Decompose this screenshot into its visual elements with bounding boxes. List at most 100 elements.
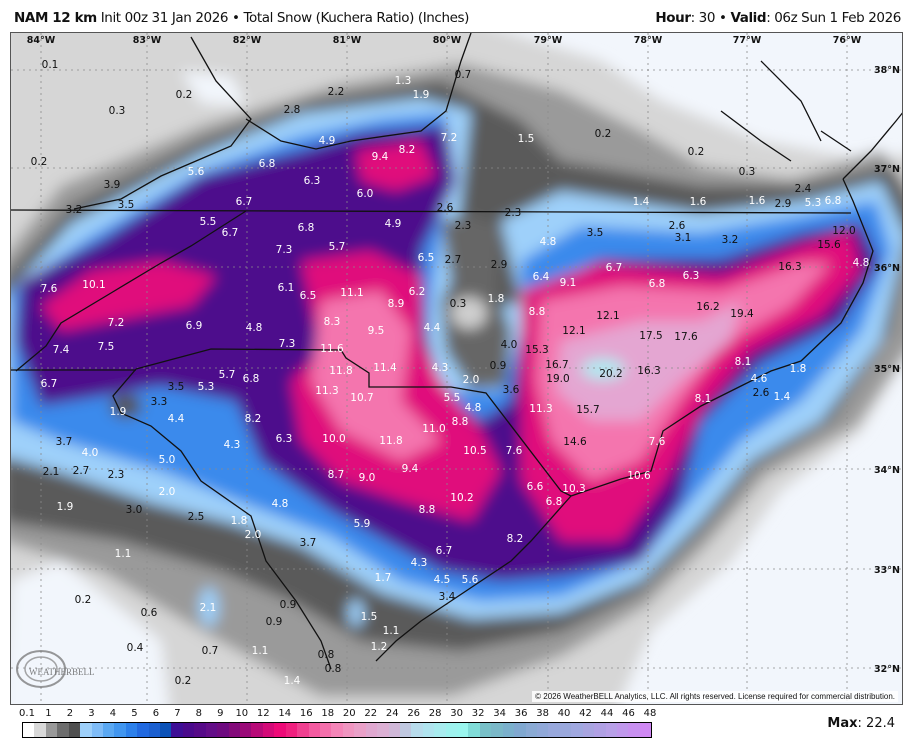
snow-value-label: 0.3 [109, 105, 126, 117]
snow-value-label: 10.6 [627, 470, 651, 482]
snow-value-label: 6.7 [236, 196, 253, 208]
shade-gray-spot [110, 394, 142, 418]
snow-value-label: 1.8 [790, 363, 807, 375]
snow-value-label: 6.2 [409, 286, 426, 298]
colorbar-swatch [23, 723, 35, 737]
snow-value-label: 1.7 [375, 572, 392, 584]
snow-value-label: 1.1 [252, 645, 269, 657]
snow-value-label: 8.1 [695, 393, 712, 405]
snow-value-label: 4.0 [501, 339, 518, 351]
snow-value-label: 7.2 [441, 132, 458, 144]
snow-value-label: 6.0 [357, 188, 374, 200]
state-borders [11, 33, 902, 670]
snow-value-label: 0.2 [176, 89, 193, 101]
snow-value-label: 6.3 [683, 270, 700, 282]
snow-value-label: 3.5 [118, 199, 135, 211]
snow-value-label: 9.5 [368, 325, 385, 337]
snow-value-label: 2.7 [445, 254, 462, 266]
colorbar-swatch [194, 723, 206, 737]
snow-value-label: 0.9 [490, 360, 507, 372]
snow-value-label: 0.2 [75, 594, 92, 606]
colorbar-swatch [297, 723, 309, 737]
snow-value-label: 7.2 [108, 317, 125, 329]
snow-value-label: 8.1 [735, 356, 752, 368]
colorbar-swatch [251, 723, 263, 737]
snow-value-label: 2.6 [669, 220, 686, 232]
map-title: NAM 12 km Init 00z 31 Jan 2026 • Total S… [14, 10, 469, 26]
snow-value-label: 5.7 [219, 369, 236, 381]
snow-value-label: 12.1 [562, 325, 585, 337]
snow-value-label: 2.1 [200, 602, 217, 614]
snow-value-label: 0.2 [175, 675, 192, 687]
colorbar-swatch [502, 723, 515, 737]
max-number: : 22.4 [857, 716, 895, 731]
shade-magenta [41, 141, 861, 541]
snow-value-label: 1.4 [284, 675, 301, 687]
colorbar-swatch [171, 723, 183, 737]
snow-value-label: 5.6 [188, 166, 205, 178]
colorbar-tick: 10 [235, 708, 249, 719]
snow-value-label: 20.2 [599, 368, 622, 380]
snow-value-label: 4.5 [434, 574, 451, 586]
snow-value-label: 2.9 [775, 198, 792, 210]
snow-value-label: 4.0 [82, 447, 99, 459]
snow-value-label: 8.2 [507, 533, 524, 545]
snow-value-label: 1.9 [57, 501, 74, 513]
snow-value-label: 0.9 [280, 599, 297, 611]
snow-value-label: 0.6 [141, 607, 158, 619]
snow-value-label: 7.6 [41, 283, 58, 295]
colorbar-swatch [536, 723, 549, 737]
colorbar-swatch [285, 723, 298, 737]
colorbar-swatch [491, 723, 503, 737]
snow-value-label: 7.4 [53, 344, 70, 356]
colorbar-swatch [365, 723, 378, 737]
snow-value-label: 11.8 [329, 365, 352, 377]
snow-value-label: 11.4 [373, 362, 397, 374]
snow-value-label: 4.8 [540, 236, 557, 248]
colorbar-swatch [45, 723, 58, 737]
snow-value-label: 0.4 [127, 642, 144, 654]
shade-light-hole [451, 297, 487, 329]
snow-value-label: 4.3 [432, 362, 449, 374]
snow-value-label: 1.4 [633, 196, 650, 208]
snow-value-label: 9.4 [372, 151, 389, 163]
latitude-label: 32°N [874, 664, 900, 675]
snow-value-label: 10.7 [350, 392, 373, 404]
snow-value-label: 6.3 [276, 433, 293, 445]
shade-blue-spot [199, 587, 219, 627]
snow-value-label: 15.7 [576, 404, 599, 416]
colorbar-swatch [148, 723, 161, 737]
snow-value-label: 6.7 [436, 545, 453, 557]
snow-value-label: 6.7 [606, 262, 623, 274]
snow-value-label: 8.8 [419, 504, 436, 516]
snow-value-labels: 0.10.20.30.21.31.90.72.22.84.9 7.29.48.26… [31, 59, 870, 687]
init-time: Init 00z 31 Jan 2026 [100, 10, 229, 26]
colorbar-tick: 28 [428, 708, 442, 719]
snow-value-label: 8.3 [324, 316, 341, 328]
colorbar-tick: 44 [600, 708, 614, 719]
snow-value-label: 3.9 [104, 179, 121, 191]
snow-value-label: 6.8 [259, 158, 276, 170]
snow-value-label: 15.3 [525, 344, 548, 356]
colorbar-tick: 36 [514, 708, 528, 719]
snow-value-label: 10.3 [562, 483, 585, 495]
snow-value-label: 5.3 [805, 197, 822, 209]
colorbar-tick: 8 [195, 708, 203, 719]
snow-value-label: 16.3 [778, 261, 801, 273]
snow-value-label: 0.8 [325, 663, 342, 675]
snow-value-label: 1.1 [383, 625, 400, 637]
snow-value-label: 1.8 [488, 293, 505, 305]
product-name: Total Snow (Kuchera Ratio) (Inches) [243, 10, 470, 26]
colorbar-tick: 34 [493, 708, 506, 719]
colorbar-swatch [445, 723, 458, 737]
colorbar-swatch [102, 723, 115, 737]
snow-value-label: 3.5 [587, 227, 604, 239]
snow-value-label: 6.9 [186, 320, 203, 332]
snow-value-label: 4.4 [168, 413, 185, 425]
snow-value-label: 3.2 [722, 234, 739, 246]
snow-value-label: 3.2 [66, 204, 83, 216]
colorbar-swatch [616, 723, 629, 737]
snow-value-label: 2.0 [159, 486, 176, 498]
colorbar-tick: 4 [109, 708, 117, 719]
snow-value-label: 19.0 [546, 373, 569, 385]
